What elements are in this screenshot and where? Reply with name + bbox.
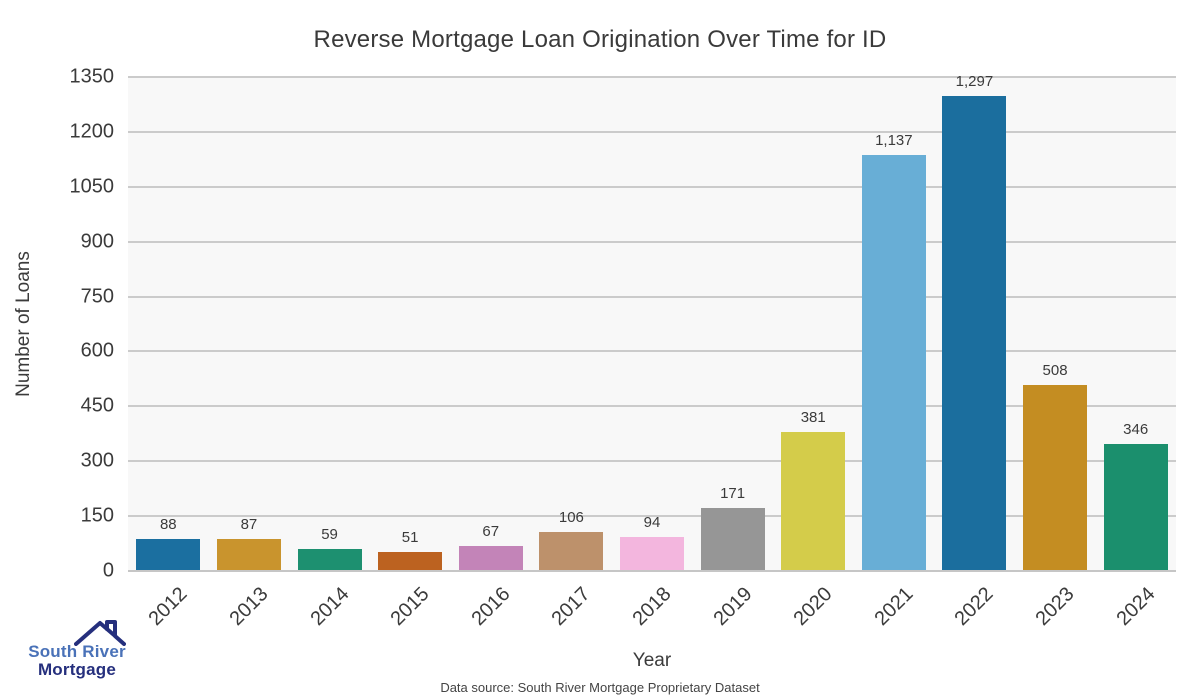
x-tick-label-2019: 2019: [709, 583, 757, 631]
bar-value-2012: 88: [159, 515, 177, 533]
y-tick-label: 1050: [69, 175, 115, 198]
x-tick-label-2013: 2013: [225, 583, 273, 631]
gridline: [128, 185, 1176, 188]
y-tick-label: 1200: [69, 120, 115, 143]
bar-2014: [297, 549, 362, 571]
x-tick-label-2022: 2022: [950, 583, 999, 631]
bar-value-2019: 171: [720, 485, 746, 503]
x-axis-line: [128, 570, 1176, 572]
bar-value-2021: 1,137: [875, 131, 913, 149]
y-tick-label: 150: [80, 504, 114, 527]
bar-2024: [1103, 444, 1168, 571]
y-tick-label: 300: [80, 449, 114, 472]
bar-value-2023: 508: [1042, 362, 1068, 380]
x-tick-label-2018: 2018: [628, 583, 676, 631]
y-tick-label: 450: [80, 394, 114, 417]
bar-value-2014: 59: [321, 526, 338, 544]
x-tick-label-2023: 2023: [1031, 583, 1079, 631]
gridline: [128, 76, 1176, 78]
bar-value-2016: 67: [482, 523, 500, 541]
bar-2015: [378, 552, 443, 571]
x-tick-label-2012: 2012: [144, 583, 192, 631]
y-tick-label: 1350: [69, 65, 115, 88]
bar-2019: [700, 508, 765, 571]
x-tick-label-2014: 2014: [306, 583, 354, 631]
bar-value-2024: 346: [1123, 421, 1149, 439]
bar-value-2022: 1,297: [955, 73, 994, 91]
bar-2020: [781, 431, 846, 571]
bar-value-2017: 106: [558, 509, 584, 527]
gridline: [128, 350, 1176, 353]
bar-2013: [216, 539, 281, 571]
x-tick-label-2017: 2017: [547, 583, 595, 631]
bar-value-2015: 51: [401, 529, 419, 547]
y-tick-label: 750: [80, 285, 114, 308]
gridline: [128, 515, 1176, 518]
bar-2022: [942, 96, 1007, 571]
bar-value-2013: 87: [240, 516, 258, 534]
bar-2021: [861, 154, 926, 571]
x-tick-label-2020: 2020: [789, 583, 837, 631]
south-river-mortgage-logo: South River Mortgage: [18, 616, 138, 682]
bar-2016: [458, 546, 523, 571]
bar-2023: [1023, 385, 1088, 571]
chart-title: Reverse Mortgage Loan Origination Over T…: [313, 26, 887, 53]
y-tick-label: 900: [80, 230, 114, 253]
gridline: [128, 130, 1176, 133]
bar-value-2020: 381: [800, 408, 826, 426]
logo-text-line1: South River: [28, 642, 126, 661]
x-tick-label-2021: 2021: [870, 583, 918, 631]
y-tick-label: 600: [80, 339, 114, 362]
plot-area: [128, 76, 1176, 572]
x-tick-label-2015: 2015: [386, 583, 434, 631]
y-axis-label: Number of Loans: [13, 251, 34, 397]
bar-2017: [539, 532, 604, 571]
bar-2012: [136, 538, 201, 571]
x-tick-label-2024: 2024: [1112, 583, 1160, 631]
bar-2018: [620, 536, 684, 571]
gridline: [128, 240, 1176, 243]
gridline: [128, 295, 1176, 298]
y-tick-label: 0: [102, 559, 114, 582]
data-source-note: Data source: South River Mortgage Propri…: [440, 680, 760, 695]
gridline: [128, 405, 1176, 408]
x-tick-label-2016: 2016: [467, 583, 515, 631]
x-axis-label: Year: [632, 650, 672, 671]
gridline: [128, 460, 1176, 463]
bar-value-2018: 94: [643, 513, 661, 531]
logo-text-line2: Mortgage: [37, 660, 117, 679]
house-roof-icon: [74, 620, 126, 646]
